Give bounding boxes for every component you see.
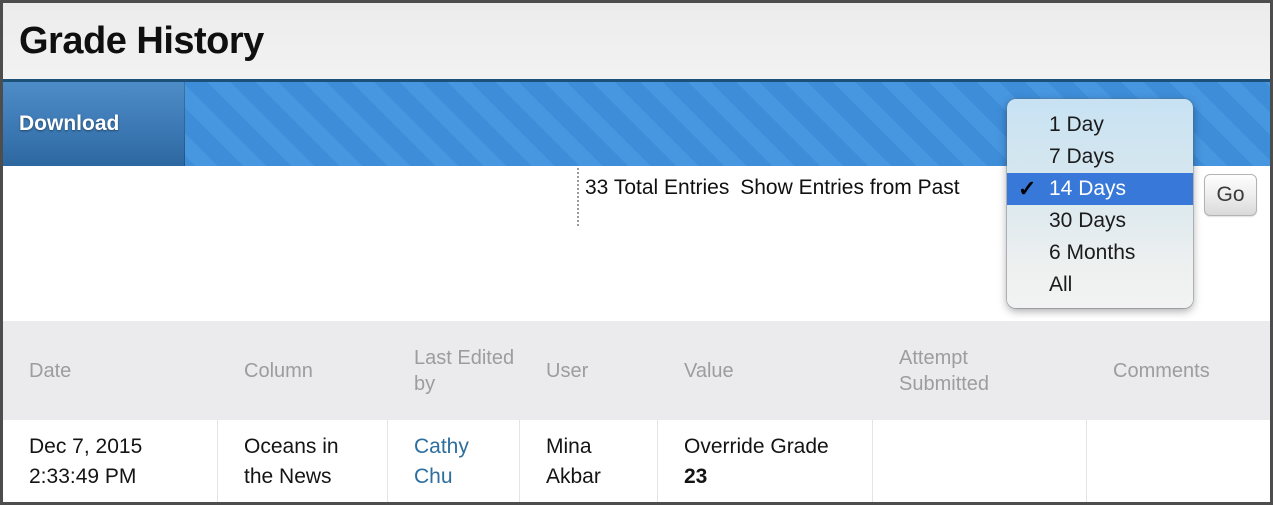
column-header-date: Date [29, 359, 72, 382]
table-header-row: Date Column Last Edited by User Value At… [3, 321, 1270, 420]
column-header-attempt-submitted: Attempt Submitted [899, 346, 990, 395]
entries-summary: 33 Total Entries Show Entries from Past [585, 176, 965, 200]
download-button-label: Download [19, 112, 120, 135]
checkmark-icon: ✓ [1018, 176, 1037, 201]
cell-last-edited-by: Cathy Chu [388, 420, 520, 502]
column-header-last-edited-by: Last Edited by [414, 346, 515, 395]
dropdown-option-6-months[interactable]: 6 Months [1049, 241, 1136, 264]
cell-attempt-submitted [873, 420, 1087, 502]
column-header-value: Value [684, 359, 734, 382]
dropdown-option-14-days[interactable]: ✓ 14 Days [1007, 173, 1193, 205]
cell-value: Override Grade 23 [658, 420, 873, 502]
dropdown-option-1-day[interactable]: 1 Day [1049, 113, 1104, 136]
dropdown-option-14-days-label: 14 Days [1049, 177, 1127, 200]
last-edited-by-link[interactable]: Cathy Chu [414, 435, 469, 488]
page-header: Grade History [3, 3, 1270, 79]
show-entries-label: Show Entries from Past [740, 176, 960, 199]
go-button[interactable]: Go [1204, 174, 1257, 216]
cell-comments [1087, 420, 1270, 502]
table-row: Dec 7, 2015 2:33:49 PM Oceans in the New… [3, 420, 1270, 502]
cell-column: Oceans in the News [218, 420, 388, 502]
dropdown-option-30-days[interactable]: 30 Days [1049, 209, 1127, 232]
column-header-comments: Comments [1113, 359, 1210, 382]
page-title: Grade History [19, 19, 264, 62]
download-button[interactable]: Download [3, 82, 185, 166]
cell-user: Mina Akbar [520, 420, 658, 502]
total-entries-text: 33 Total Entries [585, 176, 730, 199]
dotted-divider [577, 168, 579, 226]
duration-dropdown-menu: 1 Day 7 Days ✓ 14 Days 30 Days 6 Months … [1007, 99, 1193, 308]
cell-date: Dec 7, 2015 2:33:49 PM [3, 420, 218, 502]
column-header-column: Column [244, 359, 313, 382]
dropdown-option-all[interactable]: All [1049, 273, 1073, 296]
value-number: 23 [684, 465, 708, 488]
column-header-user: User [546, 359, 589, 382]
dropdown-option-7-days[interactable]: 7 Days [1049, 145, 1115, 168]
value-label: Override Grade [684, 435, 829, 458]
